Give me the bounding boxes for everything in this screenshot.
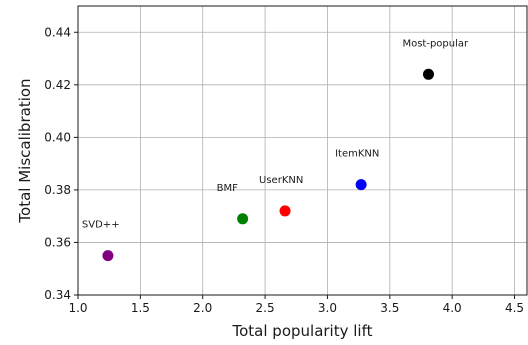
- data-point: [279, 205, 291, 217]
- x-tick-label: 2.0: [193, 301, 212, 315]
- point-label: ItemKNN: [335, 149, 379, 160]
- x-tick-label: 2.5: [256, 301, 275, 315]
- y-tick-label: 0.36: [44, 235, 71, 249]
- data-point: [355, 179, 367, 191]
- x-tick-label: 1.0: [68, 301, 87, 315]
- y-axis-title: Total Miscalibration: [16, 78, 34, 223]
- data-point: [102, 250, 114, 262]
- plot-background: [78, 6, 527, 295]
- point-label: SVD++: [82, 220, 120, 231]
- data-point: [237, 213, 249, 225]
- point-label: UserKNN: [259, 175, 303, 186]
- x-tick-label: 3.5: [380, 301, 399, 315]
- x-tick-label: 1.5: [131, 301, 150, 315]
- x-tick-label: 4.5: [505, 301, 524, 315]
- y-tick-label: 0.44: [44, 25, 71, 39]
- y-tick-label: 0.40: [44, 130, 71, 144]
- axis-ticks: 1.0 1.5 2.0 2.5 3.0 3.5 4.0 4.5 0.34 0.36 0.38 0.40…: [44, 25, 524, 315]
- point-label: Most-popular: [402, 38, 469, 49]
- plot-area: [77, 5, 528, 296]
- x-tick-label: 4.0: [443, 301, 462, 315]
- x-axis-title: Total popularity lift: [232, 322, 373, 340]
- x-tick-label: 3.0: [318, 301, 337, 315]
- data-points: SVD++ BMF UserKNN ItemKNN Most-popular: [82, 38, 469, 262]
- data-point: [422, 68, 434, 80]
- point-label: BMF: [217, 183, 238, 194]
- grid: [77, 6, 527, 296]
- y-tick-label: 0.42: [44, 78, 71, 92]
- y-tick-label: 0.38: [44, 183, 71, 197]
- y-tick-label: 0.34: [44, 288, 71, 302]
